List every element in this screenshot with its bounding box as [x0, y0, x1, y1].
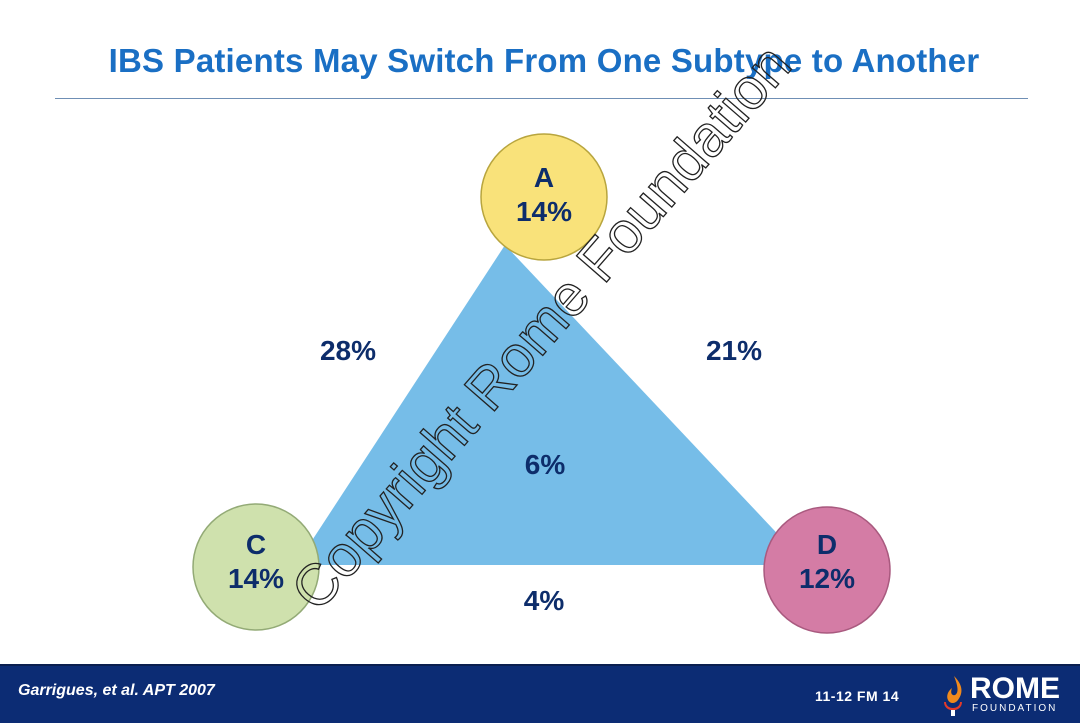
node-d-value: 12%	[799, 563, 855, 594]
slide-code: 11-12 FM 14	[815, 688, 900, 704]
slide-title: IBS Patients May Switch From One Subtype…	[108, 42, 980, 79]
title-divider	[55, 98, 1028, 99]
logo-wordmark: ROME	[970, 672, 1060, 705]
node-c-label: C	[246, 529, 266, 560]
node-d-circle	[763, 506, 891, 634]
edge-c-d-label: 4%	[524, 585, 565, 616]
node-c-value: 14%	[228, 563, 284, 594]
node-d-label: D	[817, 529, 837, 560]
center-label: 6%	[525, 449, 566, 480]
logo-subtitle: FOUNDATION	[972, 703, 1058, 714]
edge-a-d-label: 21%	[706, 335, 762, 366]
flame-icon	[944, 676, 962, 716]
node-a-circle	[480, 133, 608, 261]
footer-bar: Garrigues, et al. APT 2007 11-12 FM 14 R…	[0, 664, 1080, 723]
transition-triangle	[296, 245, 807, 565]
rome-foundation-logo: ROME FOUNDATION	[938, 672, 1068, 718]
node-a-value: 14%	[516, 196, 572, 227]
edge-a-c-label: 28%	[320, 335, 376, 366]
node-a-label: A	[534, 162, 554, 193]
citation: Garrigues, et al. APT 2007	[18, 682, 215, 699]
node-c-circle	[192, 503, 320, 631]
